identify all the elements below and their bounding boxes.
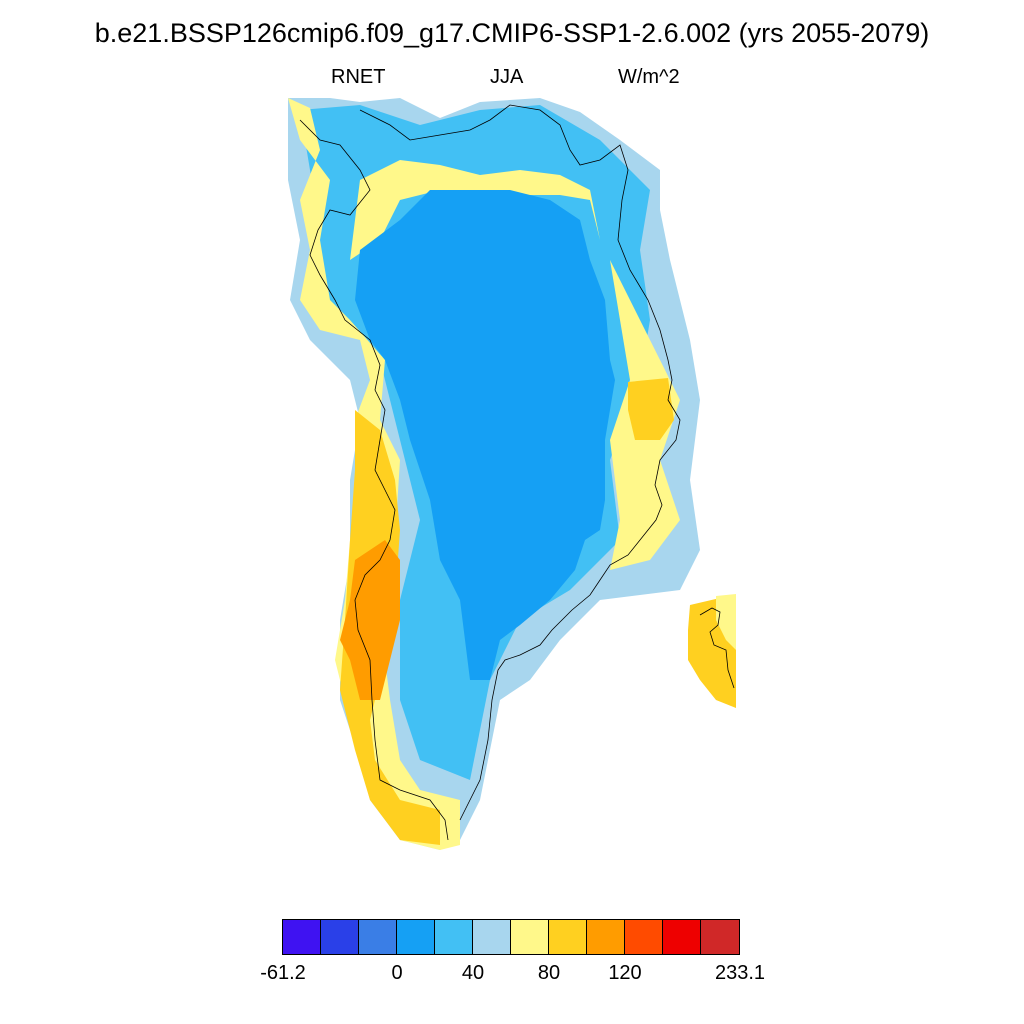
map-region-gold-east	[628, 378, 674, 440]
coastline	[299, 104, 735, 841]
colorbar-box-3	[397, 920, 435, 954]
colorbar-label-max: 233.1	[714, 962, 766, 984]
map-region-orange-west	[340, 540, 400, 700]
variable-label: RNET	[331, 66, 386, 88]
colorbar-label-80: 80	[537, 962, 561, 984]
plot-title: b.e21.BSSP126cmip6.f09_g17.CMIP6-SSP1-2.…	[94, 18, 930, 48]
season-label: JJA	[490, 66, 524, 88]
map-region-yellow-coast-north	[350, 160, 600, 260]
colorbar-box-9	[625, 920, 663, 954]
colorbar-box-7	[549, 920, 587, 954]
colorbar-box-4	[435, 920, 473, 954]
colorbar-box-2	[359, 920, 397, 954]
colorbar	[282, 919, 740, 955]
colorbar-label-40: 40	[461, 962, 485, 984]
colorbar-box-10	[663, 920, 701, 954]
units-label: W/m^2	[618, 66, 680, 88]
colorbar-box-8	[587, 920, 625, 954]
map-region-iceland-yellow	[716, 594, 736, 650]
colorbar-box-11	[701, 920, 739, 954]
colorbar-box-1	[321, 920, 359, 954]
map-field-cells	[288, 98, 736, 850]
colorbar-label-0: 0	[391, 962, 403, 984]
colorbar-box-0	[283, 920, 321, 954]
colorbar-box-5	[473, 920, 511, 954]
colorbar-label-min: -61.2	[260, 962, 306, 984]
colorbar-box-6	[511, 920, 549, 954]
colorbar-label-120: 120	[608, 962, 642, 984]
map-region-ice-sheet	[355, 190, 615, 680]
